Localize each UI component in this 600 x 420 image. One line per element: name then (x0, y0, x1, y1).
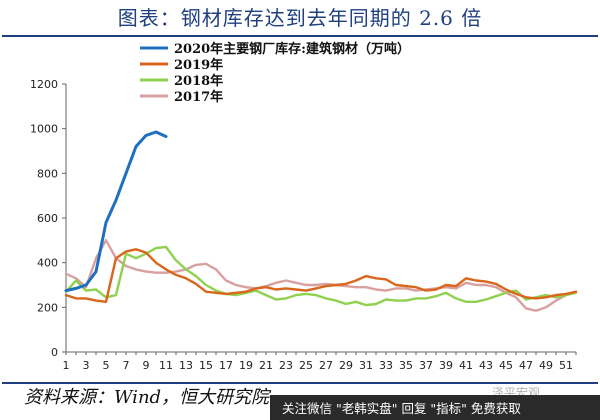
y-tick-label: 400 (37, 257, 58, 270)
x-tick-label: 25 (299, 359, 313, 372)
x-tick-label: 27 (319, 359, 333, 372)
x-tick-label: 3 (83, 359, 90, 372)
legend-label: 2018年 (174, 73, 223, 89)
x-tick-label: 13 (179, 359, 193, 372)
x-tick-label: 29 (339, 359, 353, 372)
y-tick-label: 800 (37, 167, 58, 180)
series-line-2020 (64, 130, 168, 293)
y-tick-label: 600 (37, 212, 58, 225)
x-tick-label: 47 (519, 359, 533, 372)
x-tick-label: 15 (199, 359, 213, 372)
legend-label: 2017年 (174, 89, 223, 105)
x-tick-label: 23 (279, 359, 293, 372)
y-tick-label: 1000 (30, 123, 58, 136)
x-tick-label: 31 (359, 359, 373, 372)
x-tick-label: 11 (159, 359, 173, 372)
x-tick-label: 1 (63, 359, 70, 372)
source-rule (2, 382, 598, 384)
x-tick-label: 19 (239, 359, 253, 372)
x-tick-label: 37 (419, 359, 433, 372)
x-tick-label: 17 (219, 359, 233, 372)
x-tick-label: 41 (459, 359, 473, 372)
series-line-2018 (64, 245, 578, 307)
y-tick-label: 1200 (30, 78, 58, 91)
title-underline (2, 35, 598, 37)
x-tick-label: 51 (559, 359, 573, 372)
x-tick-label: 43 (479, 359, 493, 372)
x-tick-label: 35 (399, 359, 413, 372)
chart-title: 图表：钢材库存达到去年同期的 2.6 倍 (117, 6, 483, 30)
y-tick-label: 0 (51, 346, 58, 359)
x-tick-label: 39 (439, 359, 453, 372)
x-tick-label: 33 (379, 359, 393, 372)
legend-label: 2020年主要钢厂库存:建筑钢材（万吨） (174, 41, 410, 57)
x-tick-label: 7 (123, 359, 130, 372)
legend-label: 2019年 (174, 57, 223, 73)
series-line-2017 (64, 239, 578, 312)
x-tick-label: 5 (103, 359, 110, 372)
x-tick-label: 9 (143, 359, 150, 372)
x-tick-label: 49 (539, 359, 553, 372)
y-tick-label: 200 (37, 301, 58, 314)
source-note: 资料来源：Wind，恒大研究院 (24, 387, 270, 408)
series-line-2019 (64, 248, 578, 303)
x-tick-label: 21 (259, 359, 273, 372)
promo-banner: 关注微信 "老韩实盘" 回复 "指标" 免费获取 (270, 395, 600, 420)
x-tick-label: 45 (499, 359, 513, 372)
